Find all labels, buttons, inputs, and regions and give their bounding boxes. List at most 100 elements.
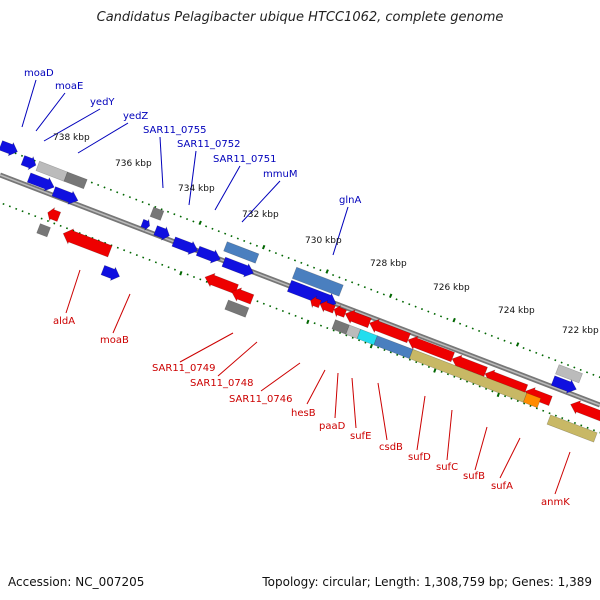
gene-feature[interactable] xyxy=(140,218,151,231)
scale-tick xyxy=(20,154,24,157)
kbp-label: 726 kbp xyxy=(433,283,470,293)
gene-label-SAR11_0746[interactable]: SAR11_0746 xyxy=(229,394,293,405)
scale-tick xyxy=(388,293,393,299)
gene-feature[interactable] xyxy=(333,304,347,318)
gene-feature[interactable] xyxy=(51,186,79,205)
gene-label-sufB[interactable]: sufB xyxy=(463,471,485,482)
gene-feature[interactable] xyxy=(100,265,121,282)
gene-feature[interactable] xyxy=(62,228,113,258)
gene-label-moaB[interactable]: moaB xyxy=(100,335,129,346)
gene-feature[interactable] xyxy=(344,309,372,329)
scale-tick xyxy=(141,200,144,204)
scale-tick xyxy=(478,329,481,333)
label-leader-line xyxy=(77,122,129,154)
gene-label-SAR11_0755[interactable]: SAR11_0755 xyxy=(143,125,207,136)
gene-feature[interactable] xyxy=(570,400,600,426)
scale-tick xyxy=(471,327,474,330)
gene-feature[interactable] xyxy=(153,225,170,241)
scale-tick xyxy=(515,342,520,347)
scale-tick xyxy=(522,346,525,350)
gene-feature[interactable] xyxy=(204,272,239,295)
gene-feature[interactable] xyxy=(223,241,260,264)
gene-label-yedY[interactable]: yedY xyxy=(90,97,115,108)
gene-feature[interactable] xyxy=(550,375,577,394)
gene-feature[interactable] xyxy=(47,206,62,222)
label-leader-line xyxy=(416,395,426,451)
scale-tick xyxy=(338,276,341,279)
gene-label-yedZ[interactable]: yedZ xyxy=(123,111,148,122)
scale-tick xyxy=(300,261,303,264)
scale-tick xyxy=(490,334,493,337)
label-leader-line xyxy=(43,108,101,142)
gene-label-mmuM[interactable]: mmuM xyxy=(263,169,297,180)
gene-feature[interactable] xyxy=(522,392,542,409)
scale-tick xyxy=(509,342,512,345)
gene-label-SAR11_0749[interactable]: SAR11_0749 xyxy=(152,363,216,374)
scale-tick xyxy=(179,270,183,276)
gene-feature[interactable] xyxy=(231,287,255,305)
gene-feature[interactable] xyxy=(369,318,411,344)
kbp-label: 736 kbp xyxy=(115,159,152,169)
gene-feature[interactable] xyxy=(149,206,165,221)
label-leader-line xyxy=(260,362,301,392)
gene-feature[interactable] xyxy=(224,299,250,318)
gene-feature[interactable] xyxy=(20,155,37,171)
gene-label-csdB[interactable]: csdB xyxy=(379,442,403,453)
label-leader-line xyxy=(499,437,521,479)
gene-feature[interactable] xyxy=(319,300,336,314)
gene-label-paaD[interactable]: paaD xyxy=(319,421,346,432)
scale-tick xyxy=(116,191,119,194)
gene-label-sufA[interactable]: sufA xyxy=(491,481,513,492)
gene-label-moaE[interactable]: moaE xyxy=(55,81,83,92)
gene-feature[interactable] xyxy=(221,256,255,278)
gene-label-sufD[interactable]: sufD xyxy=(408,452,431,463)
gene-feature[interactable] xyxy=(555,364,583,384)
gene-label-anmK[interactable]: anmK xyxy=(541,497,570,508)
gene-feature[interactable] xyxy=(451,354,488,377)
gene-feature[interactable] xyxy=(0,140,18,157)
scale-tick xyxy=(408,303,411,306)
gene-label-sufE[interactable]: sufE xyxy=(350,431,371,442)
scale-tick xyxy=(198,220,202,226)
scale-tick xyxy=(173,213,176,216)
scale-tick xyxy=(319,269,322,272)
gene-label-sufC[interactable]: sufC xyxy=(436,462,458,473)
label-leader-line xyxy=(159,136,164,189)
scale-tick xyxy=(268,249,271,252)
scale-tick xyxy=(369,343,373,349)
scale-tick xyxy=(249,242,252,245)
scale-tick xyxy=(535,351,538,354)
gene-label-glnA[interactable]: glnA xyxy=(339,195,361,206)
gene-feature[interactable] xyxy=(407,335,455,363)
gene-feature[interactable] xyxy=(291,266,344,297)
label-leader-line xyxy=(188,150,197,206)
gene-feature[interactable] xyxy=(63,171,88,190)
label-leader-line xyxy=(112,293,131,334)
gene-feature[interactable] xyxy=(36,223,51,238)
scale-tick xyxy=(560,361,563,364)
scale-tick xyxy=(147,203,151,206)
scale-tick xyxy=(566,363,570,367)
scale-tick xyxy=(97,183,100,187)
gene-feature[interactable] xyxy=(409,348,528,403)
gene-label-SAR11_0748[interactable]: SAR11_0748 xyxy=(190,378,254,389)
gene-label-hesB[interactable]: hesB xyxy=(291,408,316,419)
gene-feature[interactable] xyxy=(195,245,221,264)
scale-tick xyxy=(90,181,93,184)
gene-feature[interactable] xyxy=(546,414,598,443)
scale-tick xyxy=(185,217,189,221)
gene-label-aldA[interactable]: aldA xyxy=(53,316,75,327)
scale-tick xyxy=(306,264,309,267)
scale-tick xyxy=(205,225,208,228)
gene-feature[interactable] xyxy=(26,172,55,192)
gene-label-SAR11_0752[interactable]: SAR11_0752 xyxy=(177,139,241,150)
gene-feature[interactable] xyxy=(310,295,322,309)
scale-tick xyxy=(420,308,424,311)
scale-tick xyxy=(312,266,316,269)
scale-tick xyxy=(592,373,595,376)
kbp-label: 734 kbp xyxy=(178,184,215,194)
gene-label-moaD[interactable]: moaD xyxy=(24,68,54,79)
scale-tick xyxy=(433,368,437,373)
gene-label-SAR11_0751[interactable]: SAR11_0751 xyxy=(213,154,277,165)
gene-feature[interactable] xyxy=(171,236,199,256)
